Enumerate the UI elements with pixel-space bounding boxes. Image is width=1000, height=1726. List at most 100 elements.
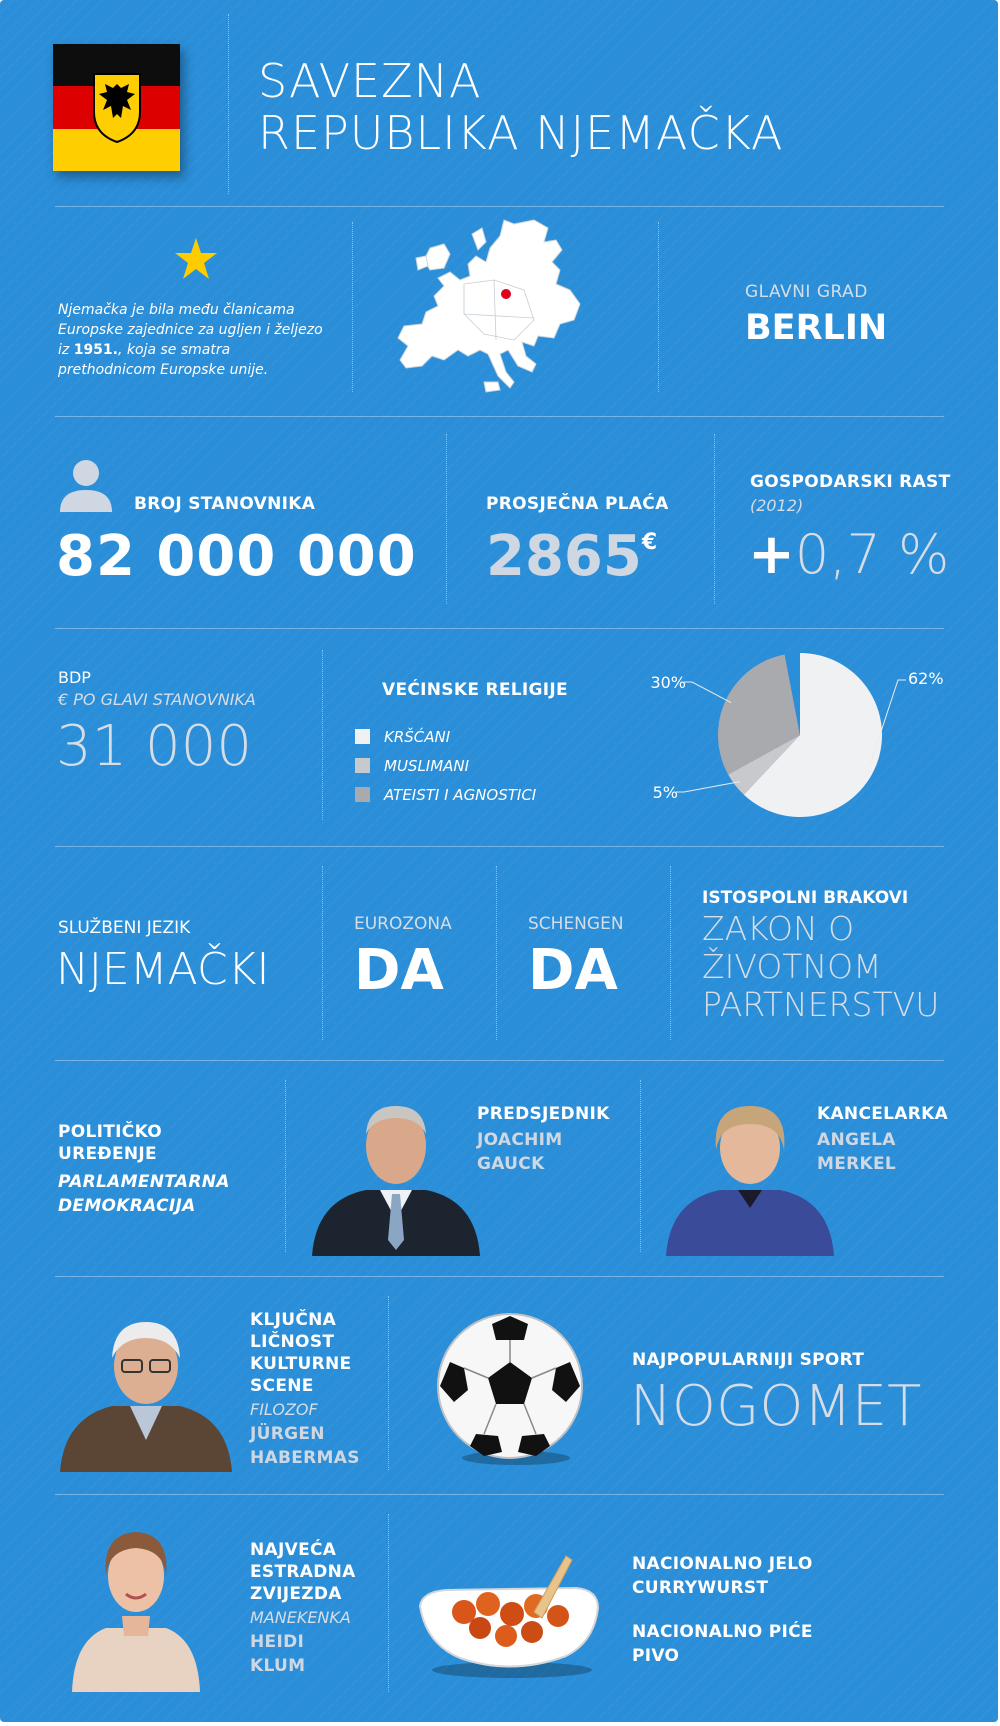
growth-value-wrap: +0,7 %: [748, 522, 949, 587]
gdp-value: 31 000: [56, 714, 252, 779]
pie-slice-muslimani: [728, 735, 800, 795]
culture-name-line2: HABERMAS: [250, 1448, 360, 1468]
soccer-ball-icon: [437, 1313, 583, 1465]
growth-sign: +: [748, 522, 795, 587]
legend-label-atheists: ATEISTI I AGNOSTICI: [384, 785, 537, 804]
pie-leader-line: [870, 679, 906, 764]
samesex-label: ISTOSPOLNI BRAKOVI: [702, 888, 909, 908]
drink-label: NACIONALNO PIĆE: [632, 1622, 813, 1642]
salary-value-wrap: 2865€: [486, 524, 657, 589]
legend-item-atheists: ATEISTI I AGNOSTICI: [355, 780, 536, 809]
samesex-value-line3: PARTNERSTVU: [702, 985, 940, 1024]
eu-history-text: Njemačka je bila među članicama Europske…: [58, 300, 328, 380]
dish-value: CURRYWURST: [632, 1578, 769, 1598]
culture-label-line3: KULTURNE: [250, 1354, 352, 1374]
chancellor-label: KANCELARKA: [817, 1104, 949, 1124]
row4-divider-1: [322, 866, 323, 1040]
eurozone-label: EUROZONA: [354, 914, 452, 934]
star-divider: [388, 1514, 389, 1692]
sport-value: NOGOMET: [630, 1374, 922, 1439]
legend-item-christians: KRŠĆANI: [355, 722, 536, 751]
president-name-line2: GAUCK: [477, 1154, 545, 1174]
salary-value: 2865: [486, 524, 642, 589]
politics-divider-1: [285, 1080, 286, 1252]
language-value: NJEMAČKI: [56, 944, 270, 995]
heidi-klum-photo: [66, 1516, 206, 1692]
capital-value: BERLIN: [745, 308, 888, 348]
star-label-line2: ESTRADNA: [250, 1562, 356, 1582]
star-label-line1: NAJVEĆA: [250, 1540, 337, 1560]
president-photo: [306, 1090, 486, 1256]
culture-label-line4: SCENE: [250, 1376, 314, 1396]
religion-title: VEĆINSKE RELIGIJE: [382, 680, 568, 700]
legend-label-christians: KRŠĆANI: [384, 727, 451, 746]
legend-swatch-muslims: [355, 758, 370, 773]
gdp-divider: [322, 650, 323, 820]
salary-label: PROSJEČNA PLAĆA: [486, 494, 669, 514]
gdp-sublabel: € PO GLAVI STANOVNIKA: [58, 690, 256, 709]
legend-swatch-christians: [355, 729, 370, 744]
gdp-label: BDP: [58, 668, 91, 687]
eurozone-value: DA: [354, 938, 444, 1003]
star-icon: [175, 238, 217, 279]
eu-history-text-end: , koja se smatra prethodnicom Europske u…: [58, 342, 269, 378]
divider-4: [55, 846, 944, 847]
politics-label-line1: POLITIČKO: [58, 1122, 163, 1142]
german-flag: [53, 44, 180, 171]
capital-label: GLAVNI GRAD: [745, 282, 868, 302]
schengen-label: SCHENGEN: [528, 914, 624, 934]
habermas-photo: [56, 1312, 236, 1472]
berlin-marker-icon: [501, 289, 511, 299]
eu-divider-left: [352, 222, 353, 392]
pie-slice-label: 5%: [653, 783, 678, 802]
person-icon: [60, 460, 112, 512]
politics-value-line2: DEMOKRACIJA: [58, 1196, 196, 1216]
divider-6: [55, 1276, 944, 1277]
culture-name-line1: JÜRGEN: [250, 1424, 325, 1444]
legend-item-muslims: MUSLIMANI: [355, 751, 536, 780]
salary-currency: €: [641, 530, 658, 555]
politics-divider-2: [640, 1080, 641, 1252]
pie-leader-line: [676, 781, 741, 793]
samesex-value-line2: ŽIVOTNOM: [702, 947, 882, 986]
drink-value: PIVO: [632, 1646, 680, 1666]
star-role: MANEKENKA: [250, 1608, 351, 1627]
growth-label: GOSPODARSKI RAST: [750, 472, 951, 492]
divider-5: [55, 1060, 944, 1061]
divider-1: [55, 206, 944, 207]
eagle-emblem-icon: [93, 73, 141, 144]
row4-divider-3: [670, 866, 671, 1040]
page-title-line1: SAVEZNA: [258, 54, 482, 108]
divider-7: [55, 1494, 944, 1495]
growth-year: (2012): [750, 496, 804, 515]
stats-divider-1: [446, 434, 447, 604]
chancellor-photo: [660, 1090, 840, 1256]
pie-slice-label: 62%: [908, 669, 944, 688]
religion-pie-chart: 62% 5% 30%: [650, 653, 944, 817]
language-label: SLUŽBENI JEZIK: [58, 918, 191, 938]
chancellor-name-line1: ANGELA: [817, 1130, 896, 1150]
stats-divider-2: [714, 434, 715, 604]
religion-legend: KRŠĆANI MUSLIMANI ATEISTI I AGNOSTICI: [355, 722, 536, 809]
star-name-line2: KLUM: [250, 1656, 306, 1676]
europe-map: [397, 219, 581, 393]
president-label: PREDSJEDNIK: [477, 1104, 610, 1124]
growth-value: 0,7 %: [794, 523, 950, 586]
samesex-value-line1: ZAKON O: [702, 909, 855, 948]
star-name-line1: HEIDI: [250, 1632, 305, 1652]
culture-divider: [388, 1296, 389, 1470]
pie-leader-line: [684, 681, 732, 704]
eu-history-text-start: Njemačka je bila među članicama Europske…: [58, 302, 323, 358]
eu-history-year: 1951.: [73, 342, 118, 358]
culture-label-line2: LIČNOST: [250, 1332, 335, 1352]
currywurst-icon: [418, 1555, 600, 1678]
legend-label-muslims: MUSLIMANI: [384, 756, 470, 775]
star-label-line3: ZVIJEZDA: [250, 1584, 342, 1604]
header-divider: [228, 14, 229, 194]
pie-slice-ateisti-i-agnostici: [718, 654, 800, 775]
politics-value-line1: PARLAMENTARNA: [58, 1172, 230, 1192]
divider-3: [55, 628, 944, 629]
population-value: 82 000 000: [56, 524, 417, 589]
pie-slice-label: 30%: [650, 673, 686, 692]
